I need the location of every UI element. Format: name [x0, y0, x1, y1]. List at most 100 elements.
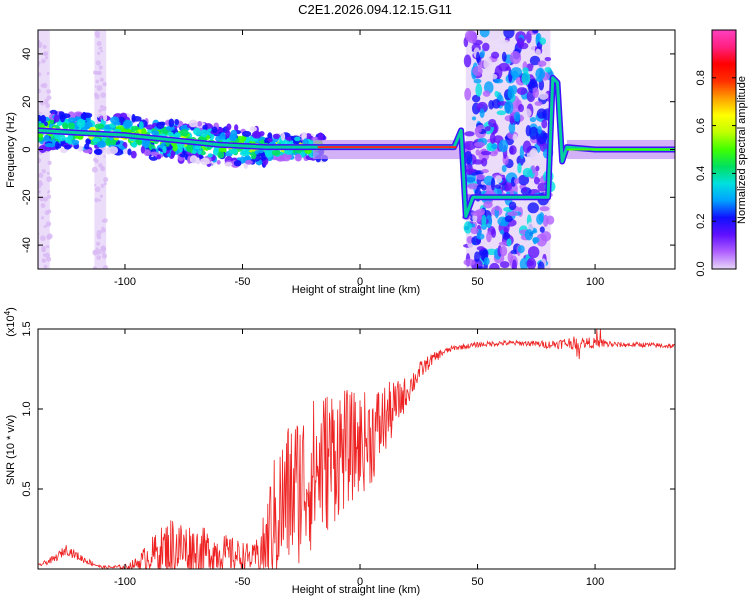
snr-exponent-label: (x104): [3, 307, 17, 337]
colorbar-label: Normalized spectral amplitude: [736, 76, 748, 224]
noise-point: [463, 54, 472, 68]
noise-point: [507, 87, 515, 100]
noise-point: [482, 42, 490, 52]
spectral-point: [216, 160, 221, 165]
noise-point: [538, 92, 549, 100]
spectral-point: [40, 114, 47, 124]
noise-point: [542, 214, 549, 227]
spectral-point: [249, 126, 257, 132]
noise-point: [522, 161, 531, 170]
noise-point: [524, 229, 534, 241]
spectral-point: [254, 150, 259, 155]
noise-point: [534, 101, 543, 106]
noise-point: [103, 218, 108, 223]
noise-point: [481, 214, 487, 227]
noise-point: [43, 249, 46, 252]
noise-point: [490, 51, 500, 59]
noise-point: [38, 88, 41, 94]
spectral-point: [197, 121, 203, 127]
noise-point: [100, 227, 107, 233]
noise-point: [98, 198, 101, 202]
noise-point: [38, 157, 42, 164]
spectral-point: [168, 118, 175, 128]
noise-point: [44, 210, 50, 216]
spectrogram-y-axis-label: Frequency (Hz): [5, 112, 17, 188]
spectral-point: [38, 133, 44, 138]
spectral-point: [156, 121, 165, 129]
noise-point: [508, 121, 516, 134]
spectral-point: [44, 143, 54, 148]
noise-point: [485, 215, 493, 229]
noise-point: [463, 258, 476, 266]
noise-point: [477, 265, 484, 269]
noise-point: [483, 200, 493, 209]
spectral-point: [224, 162, 233, 167]
noise-point: [46, 176, 53, 183]
noise-point: [489, 133, 496, 145]
noise-point: [96, 234, 99, 237]
noise-point: [97, 51, 101, 56]
noise-point: [544, 57, 552, 62]
y-tick-label: 1.0: [21, 401, 33, 416]
spectral-point: [179, 153, 189, 158]
spectral-point: [105, 137, 111, 147]
colorbar-tick-label: 0.2: [695, 214, 707, 229]
noise-point: [44, 252, 51, 259]
noise-point: [533, 176, 540, 185]
noise-point: [96, 121, 100, 124]
spectral-point: [67, 121, 75, 130]
y-tick-label: -40: [21, 237, 33, 253]
colorbar-tick-label: 0.0: [695, 261, 707, 276]
noise-point: [40, 203, 46, 208]
noise-point: [509, 51, 522, 65]
noise-point: [100, 183, 105, 188]
spectral-point: [280, 132, 286, 141]
noise-point: [38, 172, 44, 179]
noise-point: [517, 104, 525, 113]
noise-point: [494, 90, 500, 98]
noise-point: [42, 259, 46, 263]
noise-point: [537, 60, 547, 67]
spectral-point: [180, 129, 189, 137]
noise-point: [501, 164, 507, 173]
noise-point: [535, 67, 546, 80]
spectral-point: [317, 132, 324, 142]
noise-point: [97, 70, 102, 76]
noise-point: [532, 87, 540, 98]
noise-point: [542, 132, 549, 139]
noise-point: [491, 99, 501, 109]
spectral-point: [178, 143, 185, 149]
noise-point: [98, 47, 101, 50]
noise-point: [96, 230, 102, 236]
spectral-point: [92, 137, 101, 143]
noise-point: [103, 182, 107, 186]
spectral-point: [200, 129, 208, 138]
noise-point: [94, 92, 98, 97]
spectral-point: [55, 141, 60, 150]
noise-point: [42, 196, 49, 202]
noise-point: [506, 238, 512, 247]
noise-point: [516, 37, 525, 49]
y-tick-label: 0: [21, 146, 33, 152]
spectral-point: [305, 133, 312, 140]
noise-point: [532, 30, 539, 34]
noise-point: [467, 183, 480, 190]
noise-point: [100, 245, 107, 252]
noise-point: [42, 82, 48, 89]
spectral-point: [234, 124, 239, 132]
noise-point: [476, 233, 485, 240]
noise-point: [507, 211, 519, 217]
spectral-point: [131, 115, 142, 122]
noise-point: [529, 126, 538, 140]
noise-point: [488, 99, 495, 110]
noise-point: [544, 42, 549, 55]
noise-point: [463, 150, 473, 165]
noise-point: [484, 125, 491, 132]
noise-point: [499, 229, 505, 235]
spectral-point: [103, 113, 108, 122]
noise-point: [94, 186, 101, 193]
noise-point: [501, 51, 507, 62]
noise-point: [474, 127, 482, 133]
noise-point: [44, 56, 49, 60]
noise-point: [470, 226, 479, 235]
